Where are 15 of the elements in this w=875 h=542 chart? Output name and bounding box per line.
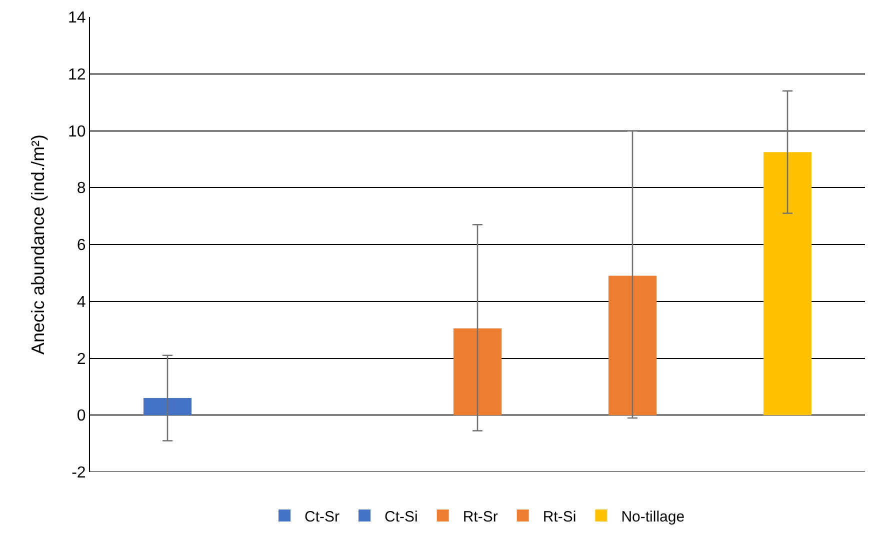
legend-label: Ct-Sr [304,508,340,526]
y-tick-label: 4 [76,294,86,311]
y-tick-label: 10 [68,123,86,140]
y-tick-label: 8 [76,180,86,198]
y-tick-label: 0 [76,408,86,425]
y-tick-label: 14 [68,10,86,27]
y-tick-label: -2 [72,464,86,482]
legend-label: Rt-Si [542,508,576,526]
y-tick-label: 2 [76,350,86,368]
y-tick-label: 12 [68,66,86,84]
legend-label: Rt-Sr [462,508,498,526]
legend-label: No-tillage [621,508,685,526]
y-axis-title: Anecic abundance (ind./m²) [28,134,48,355]
legend-label: Ct-Si [384,508,418,526]
y-tick-label: 6 [76,237,86,254]
